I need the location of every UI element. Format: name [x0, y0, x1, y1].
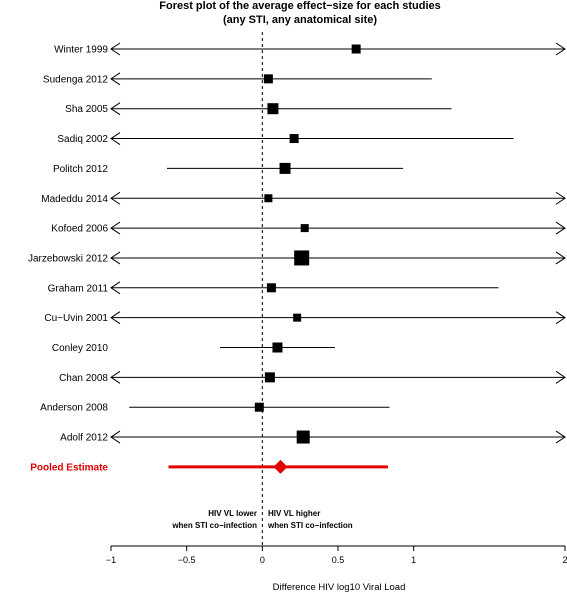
study-label: Madeddu 2014 — [41, 194, 108, 205]
effect-size-square — [351, 44, 361, 54]
study-label: Kofoed 2006 — [51, 224, 108, 235]
effect-size-square — [296, 430, 310, 444]
annotation-right-line-2: when STI co−infection — [267, 521, 353, 530]
x-tick-label: 2 — [562, 555, 567, 565]
ci-arrow-right — [555, 370, 566, 384]
effect-size-square — [272, 342, 283, 353]
study-label: Adolf 2012 — [60, 433, 108, 444]
study-label: Sha 2005 — [65, 104, 108, 115]
study-row: Winter 1999 — [54, 42, 566, 56]
ci-arrow-left — [110, 191, 121, 205]
ci-arrow-left — [110, 221, 121, 235]
x-tick-label: −0.5 — [178, 555, 196, 565]
ci-arrow-left — [110, 430, 121, 444]
study-row: Sha 2005 — [65, 102, 452, 116]
effect-size-square — [294, 250, 310, 266]
ci-arrow-left — [110, 102, 121, 116]
chart-title-line-1: Forest plot of the average effect−size f… — [159, 0, 441, 12]
x-tick-label: 1 — [411, 555, 416, 565]
annotation-right-line-1: HIV VL higher — [268, 509, 320, 518]
effect-size-square — [267, 103, 279, 115]
ci-arrow-right — [555, 42, 566, 56]
study-label: Winter 1999 — [54, 45, 108, 56]
ci-arrow-right — [555, 311, 566, 325]
study-label: Chan 2008 — [59, 373, 108, 384]
study-row: Graham 2011 — [48, 281, 499, 295]
ci-arrow-right — [555, 191, 566, 205]
study-label: Politch 2012 — [53, 164, 108, 175]
study-row: Cu−Uvin 2001 — [44, 311, 566, 325]
effect-size-square — [279, 162, 291, 174]
x-tick-label: −1 — [106, 555, 116, 565]
ci-arrow-left — [110, 311, 121, 325]
study-label: Graham 2011 — [48, 283, 109, 294]
pooled-label: Pooled Estimate — [30, 462, 108, 473]
effect-size-square — [263, 74, 273, 84]
study-row: Politch 2012 — [53, 162, 404, 175]
x-axis: −1 −0.5 0 0.5 1 2 — [106, 545, 567, 565]
effect-size-square — [300, 224, 309, 233]
study-rows: Winter 1999 Sudenga 2012 Sha 2005 Sadiq 200… — [28, 42, 566, 444]
study-row: Sadiq 2002 — [57, 132, 514, 145]
effect-size-square — [266, 283, 276, 293]
annotation-left-line-2: when STI co−infection — [171, 521, 257, 530]
ci-arrow-left — [110, 251, 121, 265]
effect-size-square — [293, 313, 302, 322]
pooled-estimate: Pooled Estimate — [30, 459, 388, 474]
ci-arrow-left — [110, 281, 121, 295]
ci-arrow-left — [110, 370, 121, 384]
annotation-left-line-1: HIV VL lower — [208, 509, 257, 518]
study-row: Madeddu 2014 — [41, 191, 566, 205]
study-row: Conley 2010 — [52, 342, 335, 354]
effect-size-square — [289, 134, 299, 144]
study-row: Jarzebowski 2012 — [28, 250, 566, 266]
study-row: Anderson 2008 — [40, 402, 390, 414]
ci-arrow-right — [555, 221, 566, 235]
x-axis-label: Difference HIV log10 Viral Load — [273, 582, 406, 593]
study-row: Chan 2008 — [59, 370, 566, 384]
study-label: Sudenga 2012 — [43, 74, 109, 85]
study-label: Conley 2010 — [52, 343, 109, 354]
ci-arrow-left — [110, 42, 121, 56]
ci-arrow-left — [110, 72, 121, 86]
x-tick-label: 0.5 — [332, 555, 345, 565]
chart-title-line-2: (any STI, any anatomical site) — [223, 14, 377, 26]
effect-size-square — [254, 402, 264, 412]
study-label: Sadiq 2002 — [57, 134, 108, 145]
study-label: Cu−Uvin 2001 — [44, 313, 108, 324]
ci-arrow-left — [110, 132, 121, 145]
x-tick-label: 0 — [260, 555, 265, 565]
study-row: Kofoed 2006 — [51, 221, 566, 235]
study-row: Adolf 2012 — [60, 430, 566, 444]
effect-size-square — [264, 372, 275, 383]
study-label: Anderson 2008 — [40, 403, 108, 414]
study-label: Jarzebowski 2012 — [28, 253, 108, 264]
pooled-diamond — [273, 459, 288, 474]
effect-size-square — [264, 194, 273, 203]
study-row: Sudenga 2012 — [43, 72, 432, 86]
ci-arrow-right — [555, 251, 566, 265]
ci-arrow-right — [555, 430, 566, 444]
